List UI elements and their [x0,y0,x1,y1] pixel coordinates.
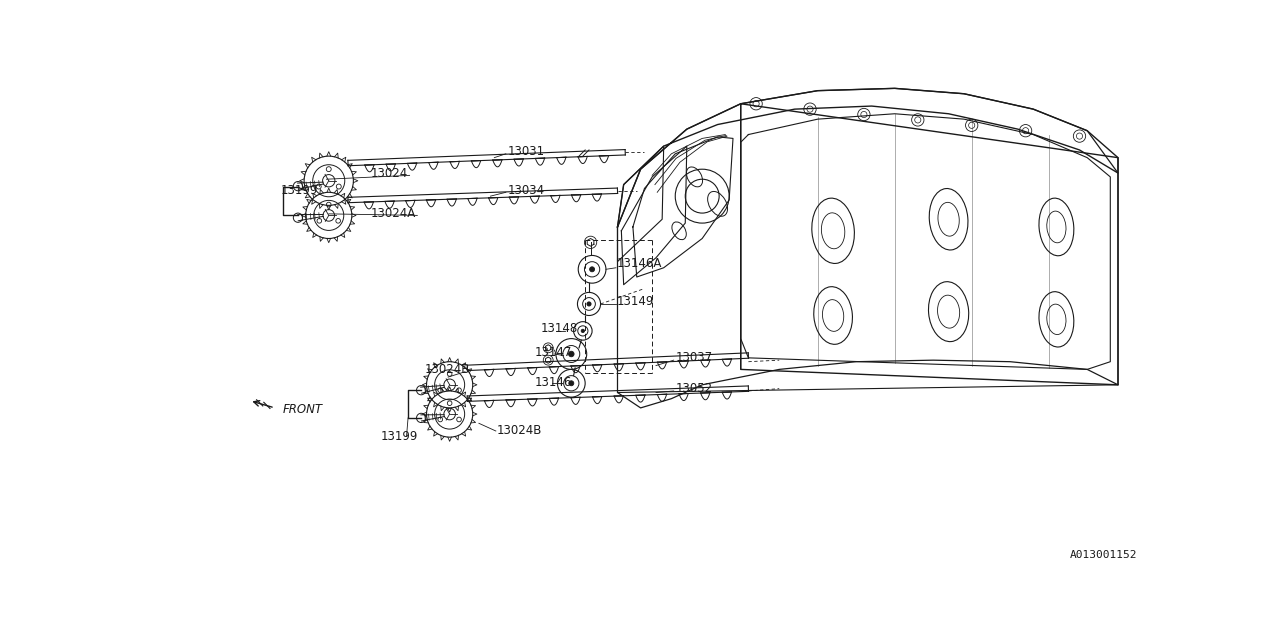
Text: A013001152: A013001152 [1070,550,1137,561]
Text: 13024B: 13024B [425,363,470,376]
Text: 13147: 13147 [534,346,572,359]
Text: 13037: 13037 [676,351,713,364]
Text: 13148: 13148 [540,322,577,335]
Text: 13024B: 13024B [497,424,541,438]
Text: 13031: 13031 [507,145,544,158]
Circle shape [568,351,573,356]
Circle shape [590,267,595,272]
Text: 13024A: 13024A [371,207,416,220]
Text: 13199: 13199 [381,430,419,443]
Text: 13199: 13199 [282,184,319,197]
Text: 13146A: 13146A [617,257,662,271]
Text: 13034: 13034 [507,184,544,197]
Text: 13052: 13052 [676,382,713,395]
Text: 13149: 13149 [617,295,654,308]
Text: FRONT: FRONT [283,403,323,416]
Circle shape [581,329,585,333]
Text: 13146: 13146 [534,376,572,389]
Circle shape [588,302,591,306]
Text: 13024: 13024 [371,166,408,180]
Circle shape [568,381,573,386]
